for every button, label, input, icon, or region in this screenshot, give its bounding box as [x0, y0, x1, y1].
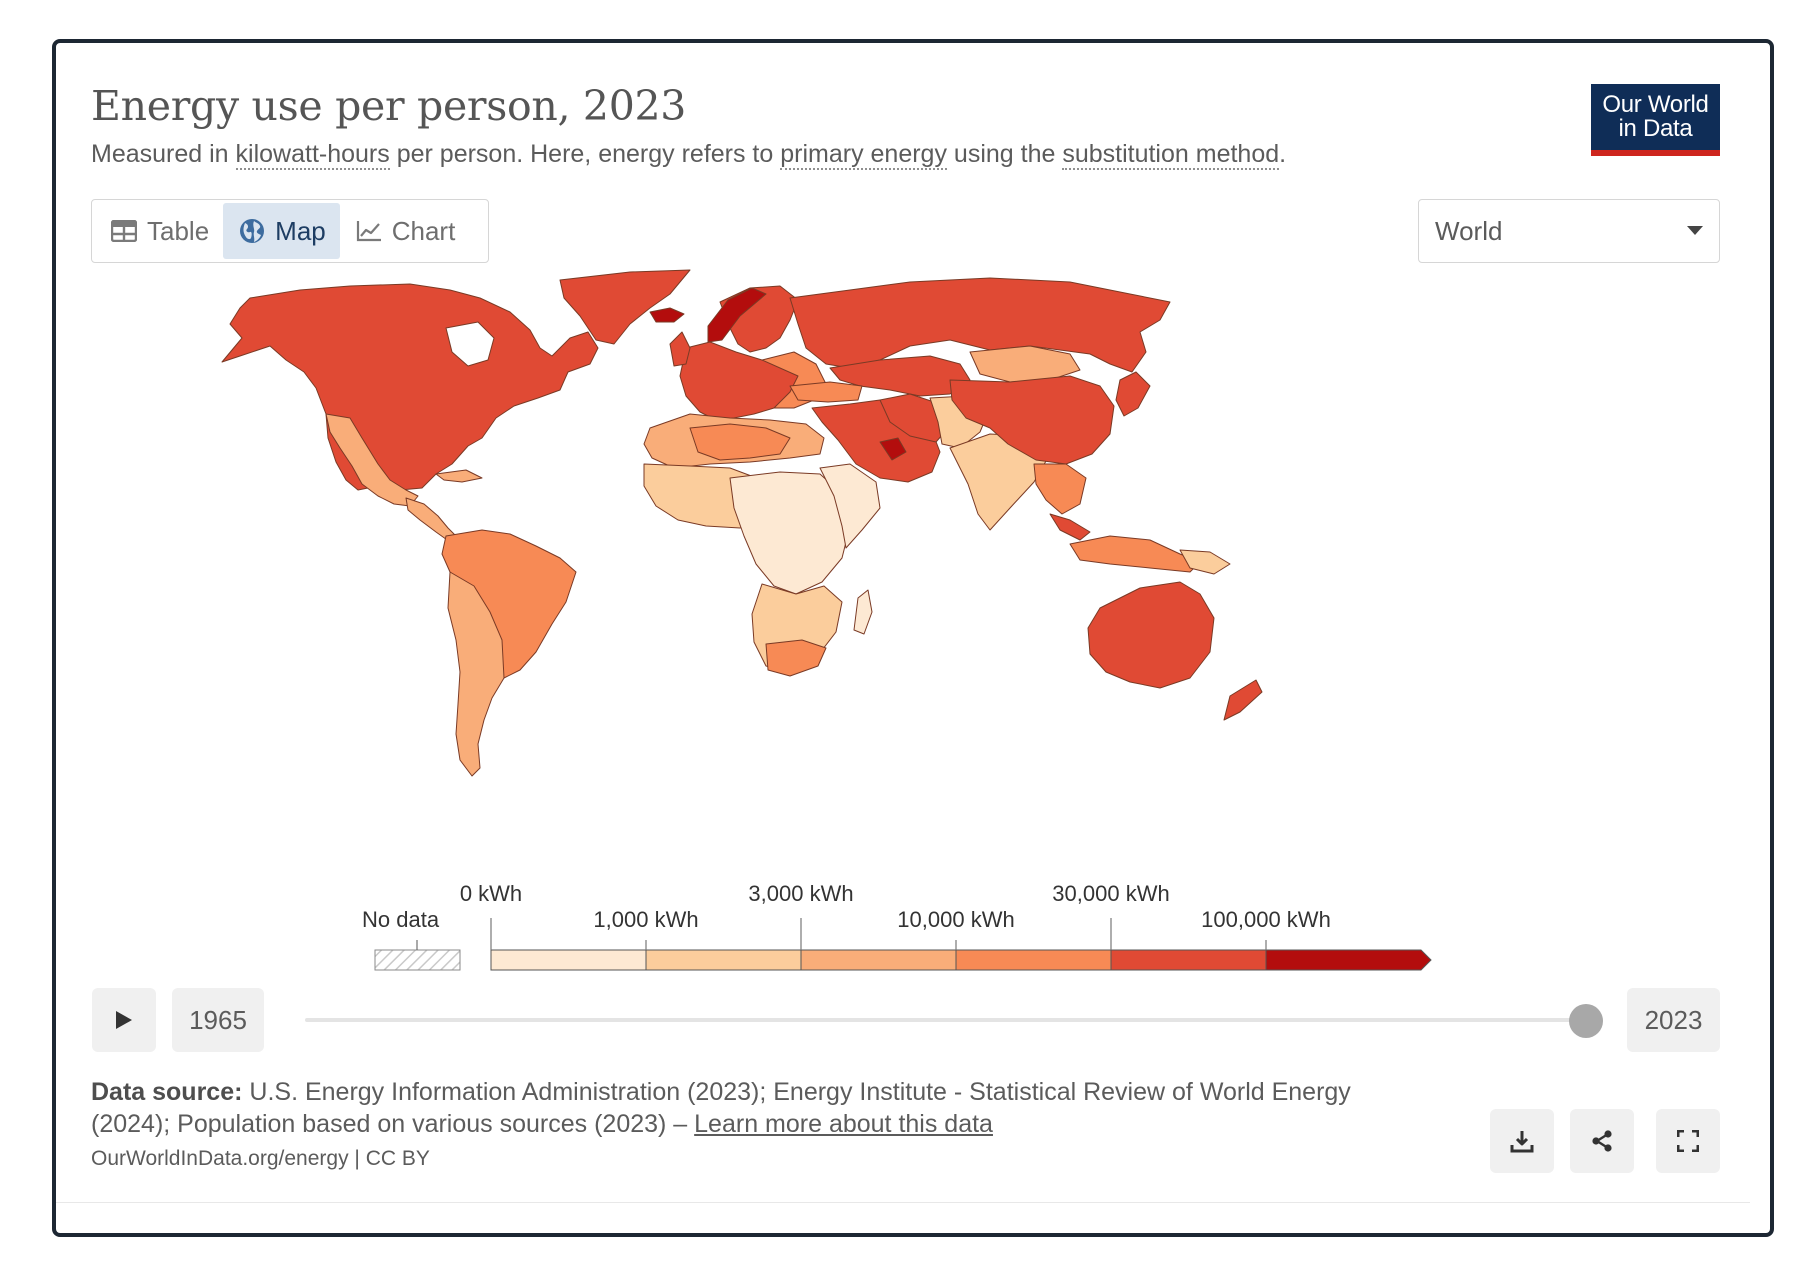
region-uk[interactable] — [669, 331, 691, 367]
fullscreen-button[interactable] — [1656, 1109, 1720, 1173]
share-button[interactable] — [1570, 1109, 1634, 1173]
region-select-value: World — [1435, 215, 1503, 246]
legend-label-0: 0 kWh — [460, 881, 522, 906]
legend-label-10000: 10,000 kWh — [897, 907, 1014, 932]
legend-bin-3 — [800, 949, 957, 971]
hudson-bay — [445, 321, 495, 367]
tab-map-label: Map — [275, 215, 326, 246]
timeline-end-year[interactable]: 2023 — [1627, 988, 1720, 1052]
chart-title: Energy use per person, 2023 — [91, 82, 687, 130]
region-malaysia[interactable] — [1049, 513, 1091, 541]
legend-label-1000: 1,000 kWh — [593, 907, 698, 932]
legend-bin-4 — [955, 949, 1112, 971]
world-map[interactable] — [90, 268, 1530, 880]
legend-label-30000: 30,000 kWh — [1052, 881, 1169, 906]
region-australia[interactable] — [1087, 581, 1215, 689]
subtitle-text: per person. Here, energy refers to — [389, 140, 781, 168]
chart-subtitle: Measured in kilowatt-hours per person. H… — [91, 140, 1287, 170]
map-legend: No data 0 kWh 3,000 kWh 30,000 kWh 1,000… — [362, 881, 1432, 971]
region-arabian-gulf[interactable] — [879, 437, 907, 461]
region-southern-cone[interactable] — [447, 571, 505, 777]
region-select[interactable]: World — [1418, 199, 1720, 263]
fullscreen-icon — [1677, 1130, 1699, 1152]
download-button[interactable] — [1490, 1109, 1554, 1173]
region-central-africa[interactable] — [729, 471, 851, 595]
timeline-track[interactable] — [305, 1018, 1587, 1022]
substitution-method-link[interactable]: substitution method — [1062, 140, 1280, 170]
tab-chart[interactable]: Chart — [340, 203, 470, 259]
legend-no-data-swatch — [374, 949, 461, 971]
legend-ticks — [490, 918, 1267, 950]
data-source-text: U.S. Energy Information Administration (… — [91, 1078, 1351, 1138]
region-china[interactable] — [949, 375, 1115, 465]
region-east-africa[interactable] — [819, 463, 881, 549]
caret-down-icon — [1687, 226, 1703, 235]
region-madagascar[interactable] — [853, 589, 873, 635]
region-greenland[interactable] — [559, 269, 691, 345]
footer-divider — [56, 1202, 1750, 1203]
primary-energy-link[interactable]: primary energy — [780, 140, 947, 170]
region-turkey[interactable] — [789, 381, 863, 403]
tab-table[interactable]: Table — [95, 203, 223, 259]
subtitle-text: using the — [946, 140, 1063, 168]
region-south-africa[interactable] — [765, 639, 827, 677]
legend-bin-2 — [645, 949, 802, 971]
credit-line: OurWorldInData.org/energy | CC BY — [91, 1147, 430, 1170]
download-icon — [1510, 1131, 1534, 1153]
subtitle-text: Measured in — [91, 140, 236, 168]
legend-bin-1 — [490, 949, 647, 971]
legend-bin-5 — [1110, 949, 1267, 971]
data-source: Data source: U.S. Energy Information Adm… — [91, 1076, 1421, 1140]
legend-no-data-label: No data — [362, 907, 440, 932]
region-indonesia[interactable] — [1069, 535, 1201, 573]
kilowatt-hours-link[interactable]: kilowatt-hours — [235, 140, 390, 170]
region-korea-japan[interactable] — [1115, 371, 1151, 417]
share-icon — [1592, 1130, 1612, 1152]
region-caribbean[interactable] — [435, 469, 483, 483]
view-tabs: Table Map Chart — [91, 199, 489, 263]
tab-chart-label: Chart — [391, 215, 456, 246]
table-icon — [111, 220, 137, 242]
map-land — [221, 269, 1263, 777]
region-north-america[interactable] — [221, 283, 599, 491]
timeline-start-year[interactable]: 1965 — [172, 988, 264, 1052]
subtitle-text: . — [1279, 140, 1287, 168]
owid-logo[interactable]: Our World in Data — [1591, 84, 1720, 156]
legend-label-3000: 3,000 kWh — [748, 881, 853, 906]
region-new-zealand[interactable] — [1223, 679, 1263, 721]
play-icon — [116, 1011, 132, 1029]
line-chart-icon — [356, 221, 381, 242]
play-button[interactable] — [92, 988, 156, 1052]
legend-bin-6 — [1265, 949, 1432, 971]
data-source-label: Data source: — [91, 1078, 243, 1106]
region-mongolia[interactable] — [969, 345, 1081, 383]
region-kazakhstan[interactable] — [829, 355, 971, 397]
globe-icon — [240, 219, 265, 243]
region-papua[interactable] — [1179, 549, 1231, 575]
tab-map[interactable]: Map — [223, 203, 340, 259]
legend-bins — [490, 949, 1432, 971]
tab-table-label: Table — [147, 215, 210, 246]
region-algeria-libya[interactable] — [689, 423, 791, 461]
logo-line-1: Our World — [1602, 91, 1709, 118]
timeline-handle[interactable] — [1569, 1004, 1603, 1038]
region-southeast-asia[interactable] — [1033, 463, 1087, 515]
legend-label-100000: 100,000 kWh — [1201, 907, 1331, 932]
logo-line-2: in Data — [1618, 115, 1693, 142]
learn-more-link[interactable]: Learn more about this data — [694, 1110, 993, 1138]
region-iceland[interactable] — [649, 307, 685, 323]
